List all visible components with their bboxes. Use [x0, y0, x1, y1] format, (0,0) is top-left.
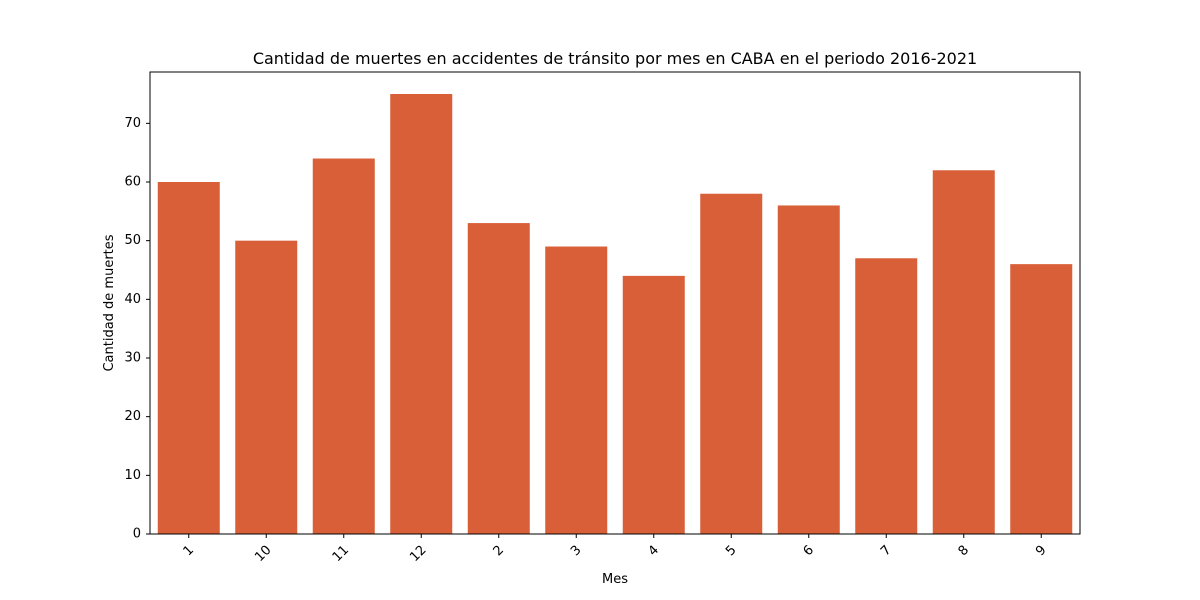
y-tick-label: 30 [124, 351, 141, 366]
y-axis: 0 10 20 30 40 50 60 70 [124, 116, 150, 542]
x-tick-label: 11 [330, 543, 352, 565]
x-tick-label: 5 [723, 543, 739, 559]
bar-mes-8 [932, 170, 995, 534]
x-tick-label: 2 [491, 543, 507, 559]
bar-mes-4 [622, 275, 685, 534]
bar-mes-10 [235, 240, 298, 535]
plot-frame [149, 71, 1081, 535]
x-tick-label: 7 [878, 543, 894, 559]
x-tick-label: 6 [801, 543, 817, 559]
y-tick-label: 20 [124, 409, 141, 424]
y-axis-title: Cantidad de muertes [102, 234, 117, 371]
y-tick-label: 10 [124, 468, 141, 483]
chart-title: Cantidad de muertes en accidentes de trá… [253, 49, 977, 68]
bar-mes-11 [312, 158, 375, 534]
x-tick-label: 9 [1033, 543, 1049, 559]
x-axis-title: Mes [602, 572, 628, 587]
x-tick-label: 3 [568, 543, 584, 559]
x-tick-label: 1 [181, 543, 197, 559]
y-tick-label: 70 [124, 116, 141, 131]
y-tick-label: 0 [133, 527, 141, 542]
x-axis: 1 10 11 12 2 3 4 5 6 7 8 9 [181, 534, 1050, 565]
x-tick-label: 10 [252, 543, 274, 565]
bar-mes-12 [390, 94, 453, 534]
y-tick-label: 50 [124, 233, 141, 248]
bar-mes-7 [855, 258, 918, 534]
bar-mes-6 [777, 205, 840, 534]
x-tick-label: 4 [646, 543, 662, 559]
bar-mes-3 [545, 246, 608, 534]
bar-mes-2 [467, 223, 530, 534]
x-tick-label: 8 [956, 543, 972, 559]
bars-layer [157, 94, 1073, 535]
x-tick-label: 12 [407, 543, 429, 565]
bar-mes-1 [157, 182, 220, 534]
y-tick-label: 40 [124, 292, 141, 307]
y-tick-label: 60 [124, 175, 141, 190]
bar-mes-5 [700, 193, 763, 535]
bar-mes-9 [1010, 264, 1073, 534]
